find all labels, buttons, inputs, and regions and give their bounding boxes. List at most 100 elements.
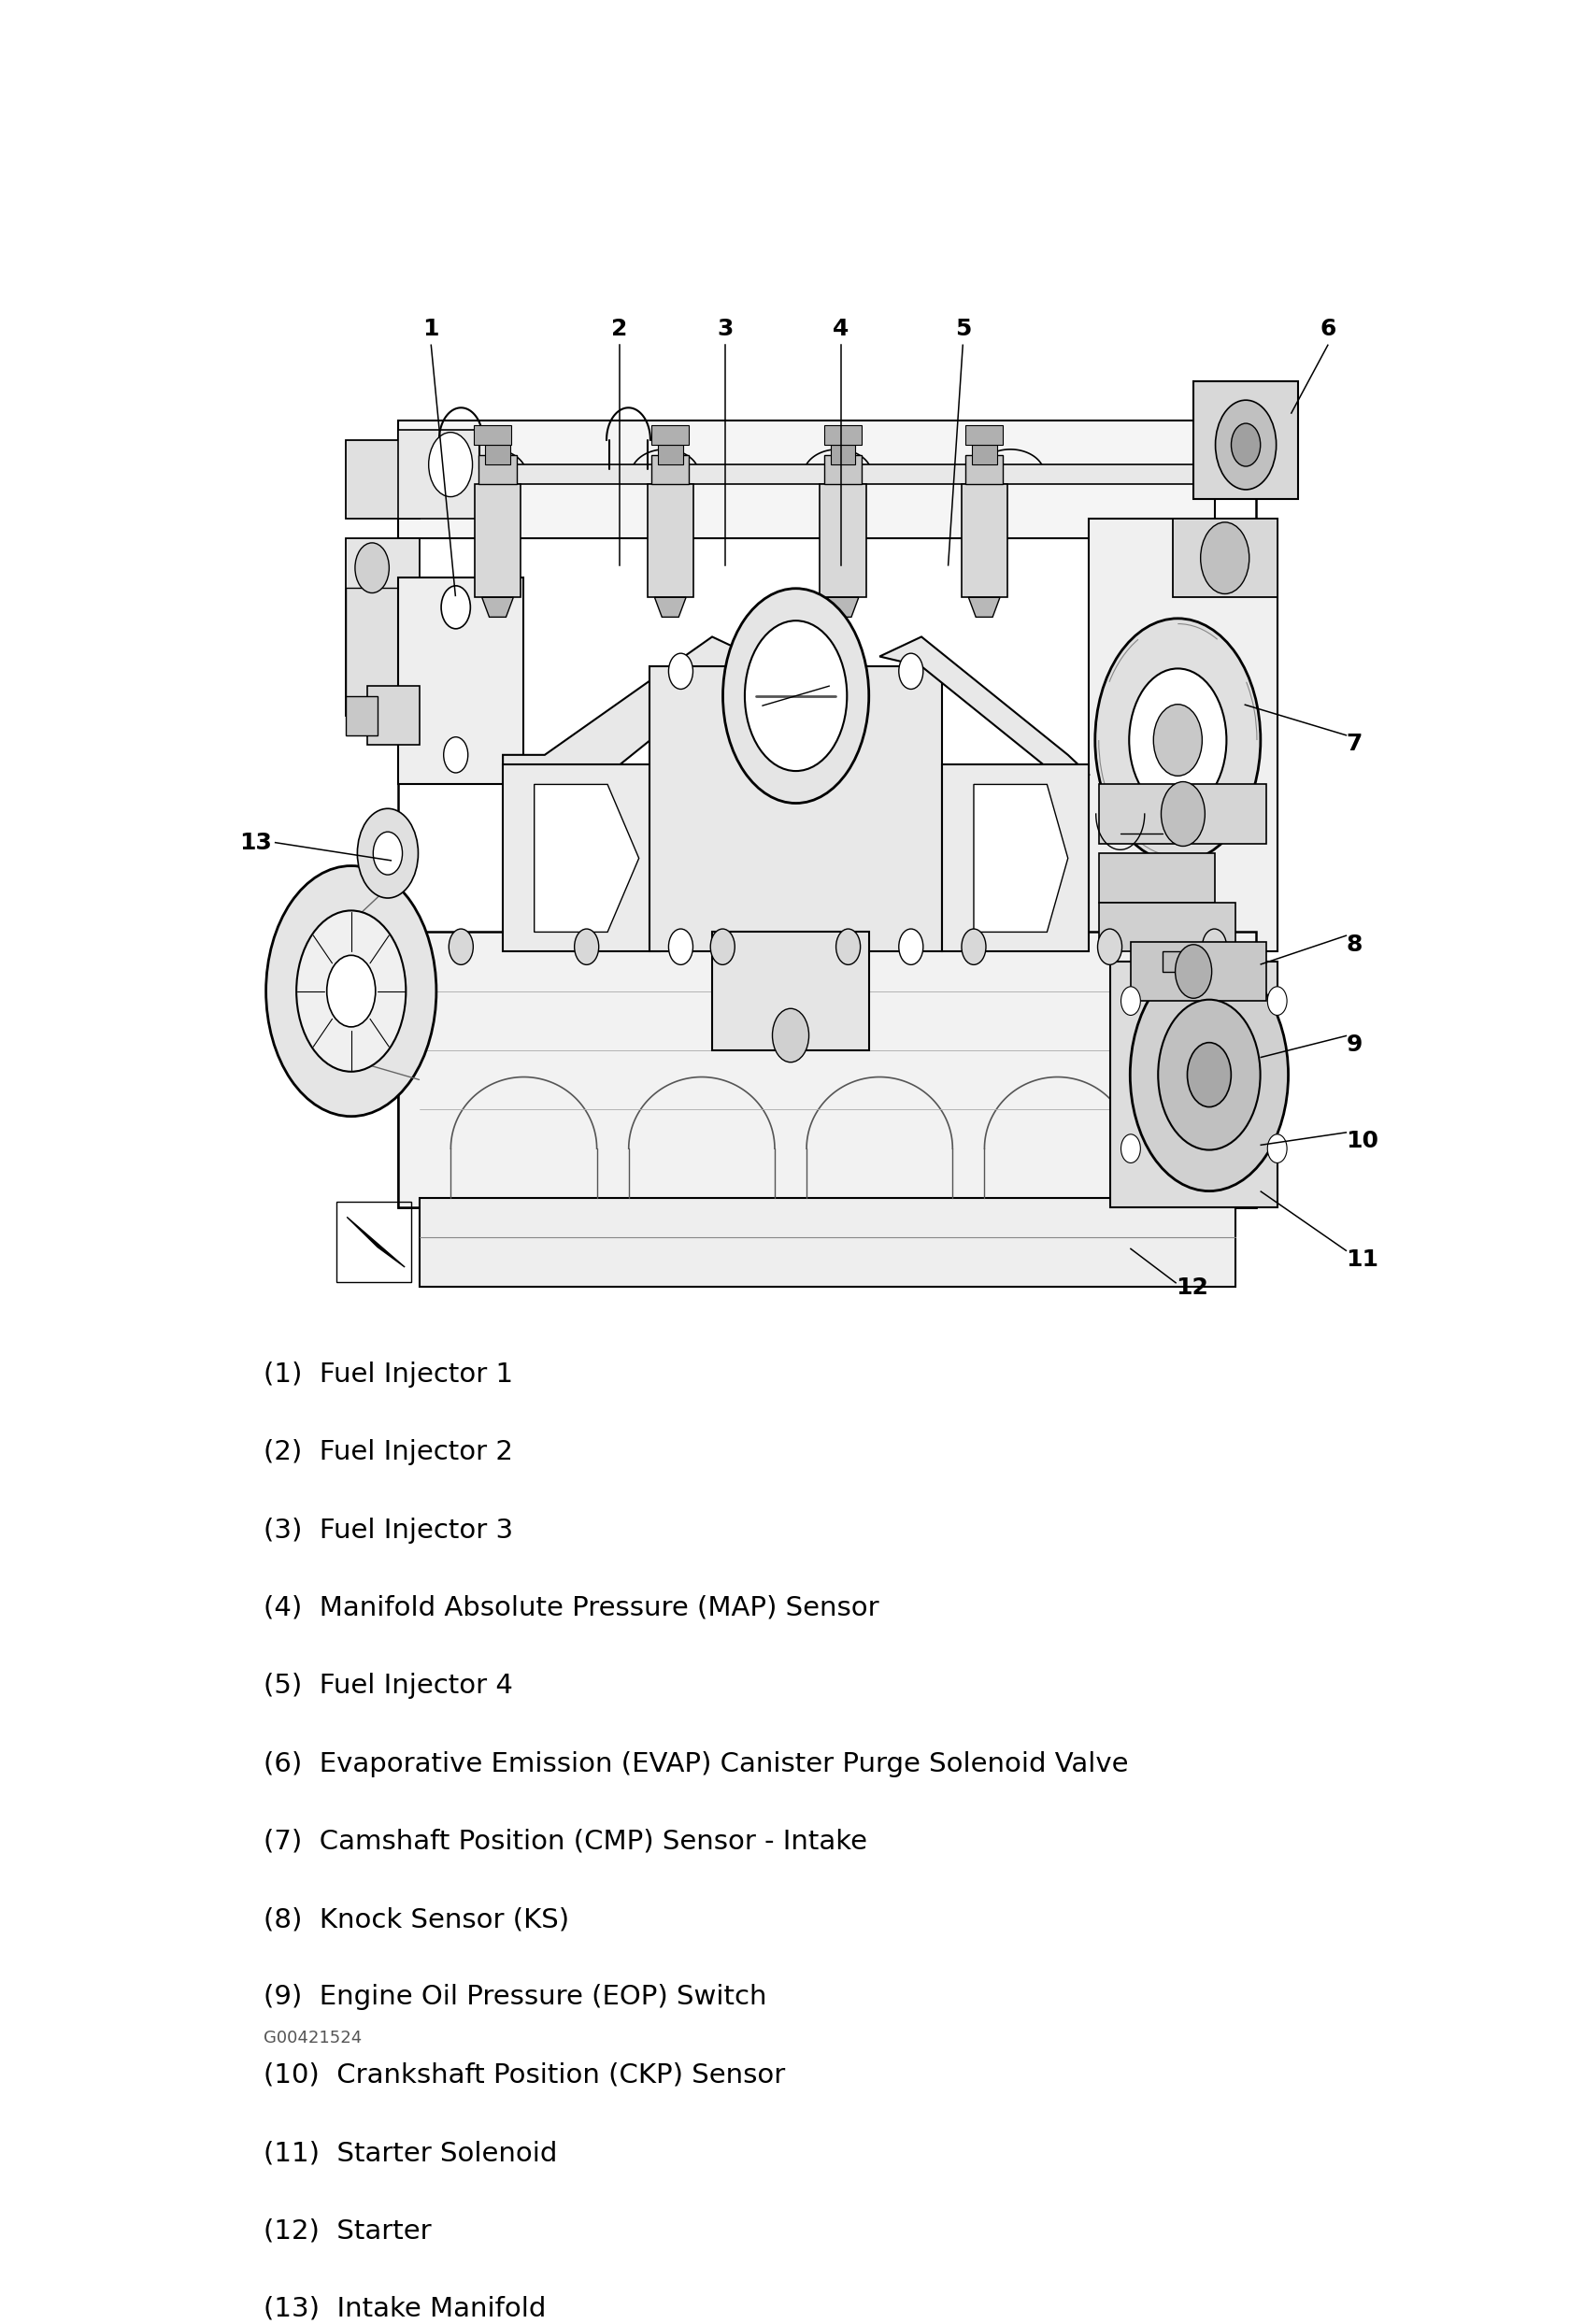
Bar xyxy=(1099,786,1267,844)
Circle shape xyxy=(327,955,375,1027)
Polygon shape xyxy=(655,597,686,618)
Bar xyxy=(281,323,1352,1343)
Text: G00421524: G00421524 xyxy=(264,2031,361,2047)
Bar xyxy=(1193,381,1298,500)
Bar xyxy=(1099,853,1215,902)
Bar xyxy=(966,425,1003,444)
Polygon shape xyxy=(827,597,859,618)
Text: 6: 6 xyxy=(1320,318,1336,339)
Bar xyxy=(713,932,870,1050)
Bar xyxy=(942,765,1090,953)
Circle shape xyxy=(1121,988,1140,1016)
Bar xyxy=(647,483,694,597)
Bar xyxy=(1110,962,1278,1208)
Text: (2)  Fuel Injector 2: (2) Fuel Injector 2 xyxy=(264,1439,512,1466)
Circle shape xyxy=(1203,930,1226,964)
Circle shape xyxy=(1231,423,1261,467)
Text: 10: 10 xyxy=(1345,1129,1378,1153)
Polygon shape xyxy=(973,786,1068,932)
Circle shape xyxy=(444,737,468,774)
Text: (5)  Fuel Injector 4: (5) Fuel Injector 4 xyxy=(264,1673,512,1699)
Bar xyxy=(485,444,510,465)
Text: (4)  Manifold Absolute Pressure (MAP) Sensor: (4) Manifold Absolute Pressure (MAP) Sen… xyxy=(264,1594,879,1622)
Text: (6)  Evaporative Emission (EVAP) Canister Purge Solenoid Valve: (6) Evaporative Emission (EVAP) Canister… xyxy=(264,1750,1129,1778)
Bar xyxy=(820,483,867,597)
Circle shape xyxy=(1215,400,1276,490)
Text: 8: 8 xyxy=(1345,934,1363,955)
Text: (7)  Camshaft Position (CMP) Sensor - Intake: (7) Camshaft Position (CMP) Sensor - Int… xyxy=(264,1829,867,1855)
Text: (8)  Knock Sensor (KS): (8) Knock Sensor (KS) xyxy=(264,1906,568,1934)
Bar xyxy=(1173,518,1278,597)
Text: (10)  Crankshaft Position (CKP) Sensor: (10) Crankshaft Position (CKP) Sensor xyxy=(264,2061,785,2089)
Circle shape xyxy=(898,930,923,964)
Text: 4: 4 xyxy=(834,318,849,339)
Bar xyxy=(1130,941,1267,1002)
Circle shape xyxy=(722,588,868,804)
Circle shape xyxy=(429,432,473,497)
Text: 7: 7 xyxy=(1345,732,1363,755)
Circle shape xyxy=(1159,999,1261,1150)
Bar xyxy=(367,686,419,746)
Text: 12: 12 xyxy=(1176,1276,1209,1299)
Bar xyxy=(479,456,517,483)
Circle shape xyxy=(1094,618,1261,862)
Bar xyxy=(399,579,524,786)
Text: 5: 5 xyxy=(955,318,970,339)
Circle shape xyxy=(1130,957,1289,1192)
Circle shape xyxy=(1201,523,1250,595)
Text: (3)  Fuel Injector 3: (3) Fuel Injector 3 xyxy=(264,1518,513,1543)
Bar xyxy=(972,444,997,465)
Circle shape xyxy=(669,653,692,690)
Bar xyxy=(474,425,512,444)
Bar xyxy=(399,421,1215,539)
Polygon shape xyxy=(879,637,1090,786)
Circle shape xyxy=(358,809,418,897)
Bar xyxy=(399,430,502,518)
Bar xyxy=(345,439,419,518)
Circle shape xyxy=(265,867,436,1116)
Polygon shape xyxy=(1090,518,1278,953)
Bar xyxy=(652,425,689,444)
Polygon shape xyxy=(1162,953,1204,971)
Polygon shape xyxy=(399,460,1256,1208)
Circle shape xyxy=(711,930,735,964)
Bar xyxy=(336,1202,411,1283)
Circle shape xyxy=(898,653,923,690)
Circle shape xyxy=(1129,669,1226,811)
Circle shape xyxy=(1187,1043,1231,1106)
Bar xyxy=(824,425,862,444)
Text: (12)  Starter: (12) Starter xyxy=(264,2217,432,2245)
Circle shape xyxy=(772,1009,809,1062)
Circle shape xyxy=(449,930,473,964)
Bar xyxy=(474,483,521,597)
Circle shape xyxy=(575,930,598,964)
Circle shape xyxy=(835,930,860,964)
Circle shape xyxy=(669,930,692,964)
Text: 2: 2 xyxy=(612,318,628,339)
Circle shape xyxy=(1267,1134,1287,1162)
Polygon shape xyxy=(482,597,513,618)
Circle shape xyxy=(355,544,389,593)
Polygon shape xyxy=(969,597,1000,618)
Bar xyxy=(658,444,683,465)
Bar xyxy=(1099,902,1236,953)
Polygon shape xyxy=(650,667,942,953)
Bar xyxy=(345,539,419,716)
Circle shape xyxy=(1267,988,1287,1016)
Circle shape xyxy=(1121,1134,1140,1162)
Circle shape xyxy=(441,586,471,630)
Circle shape xyxy=(1162,781,1204,846)
Bar xyxy=(419,1197,1236,1287)
Circle shape xyxy=(1097,930,1123,964)
Polygon shape xyxy=(534,786,639,932)
Bar xyxy=(502,765,659,953)
Text: 3: 3 xyxy=(717,318,733,339)
Bar xyxy=(652,456,689,483)
Bar xyxy=(961,483,1008,597)
Bar xyxy=(831,444,856,465)
Circle shape xyxy=(1154,704,1203,776)
Text: 13: 13 xyxy=(239,832,272,853)
Bar xyxy=(430,465,1215,483)
Text: (1)  Fuel Injector 1: (1) Fuel Injector 1 xyxy=(264,1362,513,1387)
Circle shape xyxy=(744,621,846,772)
